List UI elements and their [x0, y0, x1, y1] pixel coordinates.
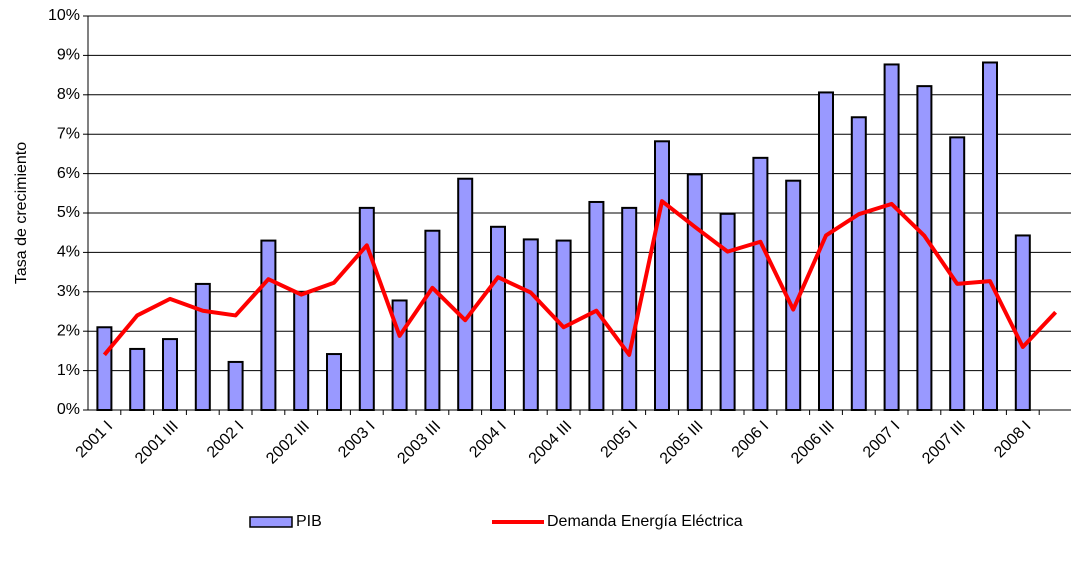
bar — [326, 353, 342, 411]
x-tick-label: 2005 I — [598, 418, 641, 461]
x-tick-label: 2004 I — [466, 418, 509, 461]
x-tick-label: 2004 III — [526, 418, 576, 468]
bar — [982, 61, 998, 411]
legend-label: PIB — [296, 513, 322, 530]
bar — [883, 63, 900, 411]
bar — [621, 206, 638, 411]
x-tick-label: 2007 III — [919, 418, 969, 468]
y-tick-label: 1% — [57, 362, 80, 379]
y-tick-label: 8% — [57, 86, 80, 103]
bar — [96, 326, 113, 412]
x-tick-label: 2005 III — [657, 418, 707, 468]
x-tick-label: 2003 III — [394, 418, 444, 468]
bar — [358, 206, 375, 411]
bar — [686, 173, 703, 411]
bar — [457, 177, 474, 411]
x-tick-label: 2001 I — [73, 418, 116, 461]
y-tick-label: 10% — [48, 7, 80, 24]
x-tick-label: 2001 III — [132, 418, 182, 468]
bar — [194, 282, 211, 412]
y-tick-label: 3% — [57, 283, 80, 300]
bar — [752, 156, 769, 411]
bar — [162, 338, 178, 411]
line — [102, 199, 1058, 357]
bar — [522, 238, 539, 411]
bar — [424, 229, 441, 411]
bar — [227, 360, 244, 412]
y-tick-label: 0% — [57, 401, 80, 418]
x-tick-label: 2002 III — [263, 418, 313, 468]
x-tick-label: 2002 I — [204, 418, 247, 461]
y-tick-label: 4% — [57, 244, 80, 261]
legend-swatch — [249, 516, 293, 528]
bar — [293, 290, 310, 411]
y-tick-label: 5% — [57, 204, 80, 221]
bar — [1014, 234, 1031, 411]
x-tick-label: 2006 I — [729, 418, 772, 461]
y-axis-label: Tasa de crecimiento — [13, 142, 30, 284]
x-tick-label: 2007 I — [860, 418, 903, 461]
legend-label: Demanda Energía Eléctrica — [547, 513, 743, 530]
bar — [719, 212, 736, 411]
bar — [850, 116, 867, 412]
y-tick-label: 7% — [57, 125, 80, 142]
bar — [588, 200, 605, 411]
bar — [260, 239, 277, 411]
x-tick-label: 2003 I — [335, 418, 378, 461]
y-tick-label: 2% — [57, 322, 80, 339]
bar — [490, 225, 506, 411]
x-tick-label: 2008 I — [991, 418, 1034, 461]
bar — [654, 140, 670, 412]
x-tick-label: 2006 III — [788, 418, 838, 468]
bar — [916, 85, 933, 412]
y-tick-label: 9% — [57, 47, 80, 64]
y-tick-label: 6% — [57, 165, 80, 182]
bar — [129, 347, 146, 411]
